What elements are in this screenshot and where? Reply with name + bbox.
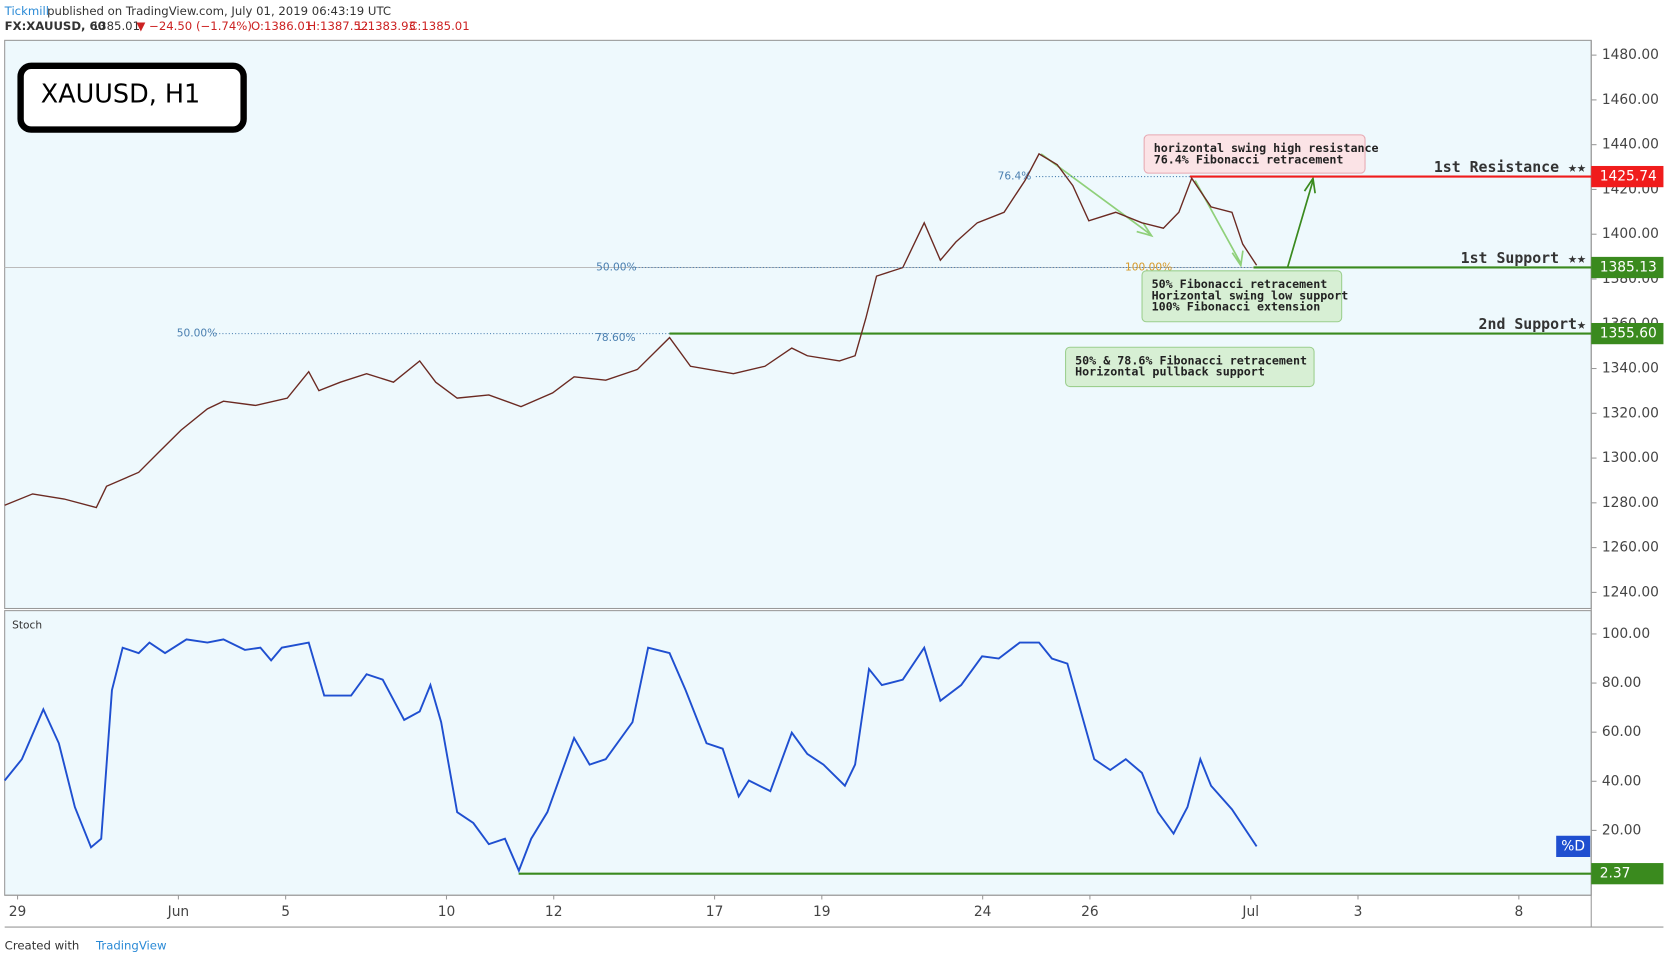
y-tick-label: 40.00	[1602, 773, 1641, 789]
level-tag	[1591, 322, 1664, 345]
y-tick-label: 1480.00	[1602, 47, 1659, 63]
x-tick-label: 19	[813, 904, 831, 920]
y-tick-label: 1460.00	[1602, 92, 1659, 108]
last: 1385.01	[92, 19, 140, 33]
fib-label: 78.60%	[595, 331, 635, 344]
y-tick-label: 1320.00	[1602, 405, 1659, 421]
close: C:1385.01	[409, 19, 469, 33]
annotation-text: Horizontal pullback support	[1075, 365, 1265, 379]
footer-created: Created with	[5, 939, 80, 953]
annotation-text: Horizontal swing low support	[1152, 288, 1349, 302]
x-tick-label: 12	[545, 904, 563, 920]
x-tick-label: Jun	[167, 904, 190, 920]
x-tick-label: 5	[281, 904, 290, 920]
series-tag-label: %D	[1561, 838, 1585, 854]
x-tick-label: 26	[1081, 904, 1099, 920]
x-tick-label: 8	[1514, 904, 1523, 920]
high: H:1387.52	[307, 19, 368, 33]
annotation-text: 76.4% Fibonacci retracement	[1154, 152, 1344, 166]
x-tick-label: 29	[9, 904, 27, 920]
fib-label: 76.4%	[998, 170, 1032, 183]
annotation-box	[1143, 134, 1366, 174]
level-tag-label: 2.37	[1600, 866, 1631, 882]
y-tick-label: 1400.00	[1602, 226, 1659, 242]
fib-label: 50.00%	[177, 327, 217, 340]
y-tick-label: 1300.00	[1602, 450, 1659, 466]
annotation-text: 50% Fibonacci retracement	[1152, 277, 1328, 291]
y-tick-label: 60.00	[1602, 724, 1641, 740]
low: L:1383.93	[357, 19, 416, 33]
y-tick-label: 100.00	[1602, 626, 1650, 642]
annotation-text: 50% & 78.6% Fibonacci retracement	[1075, 354, 1307, 368]
x-tick-label: 17	[706, 904, 724, 920]
y-tick-label: 1260.00	[1602, 540, 1659, 556]
y-tick-label: 1340.00	[1602, 361, 1659, 377]
x-tick-label: 3	[1354, 904, 1363, 920]
badge-box	[17, 62, 247, 133]
level-tag-label: 1385.13	[1600, 259, 1657, 275]
annotation-box	[1141, 270, 1343, 323]
stoch-title: Stoch	[12, 618, 42, 631]
x-tick-label: 10	[438, 904, 456, 920]
x-tick-label: 24	[974, 904, 992, 920]
series-line	[3, 638, 1258, 874]
arrows	[1040, 153, 1316, 268]
series-tag	[1556, 835, 1591, 857]
level-name: 1st Resistance ★★	[1434, 158, 1586, 176]
level-tag-label: 1425.74	[1600, 169, 1657, 185]
y-tick-label: 80.00	[1602, 675, 1641, 691]
open: O:1386.01	[251, 19, 312, 33]
level-tag	[1591, 165, 1664, 188]
annotation-text: horizontal swing high resistance	[1154, 141, 1379, 155]
y-tick-label: 20.00	[1602, 822, 1641, 838]
footer-brand[interactable]: TradingView	[95, 939, 167, 953]
x-tick-label: Jul	[1241, 904, 1259, 920]
level-name: 1st Support ★★	[1461, 249, 1586, 267]
annotation-text: 100% Fibonacci extension	[1152, 299, 1321, 313]
y-tick-label: 1280.00	[1602, 495, 1659, 511]
fib-label: 50.00%	[596, 260, 636, 273]
published: published on TradingView.com, July 01, 2…	[47, 4, 391, 18]
stoch-panel	[4, 610, 1592, 896]
level-tag-label: 1355.60	[1600, 326, 1657, 342]
change: ▼ −24.50 (−1.74%)	[136, 19, 252, 33]
y-tick-label: 1440.00	[1602, 137, 1659, 153]
brand[interactable]: Tickmill	[4, 4, 49, 18]
level-tag	[1591, 256, 1664, 279]
series-line	[4, 152, 1258, 509]
annotation-box	[1065, 346, 1315, 388]
fib-label: 100.00%	[1125, 260, 1172, 273]
level-tag	[1591, 863, 1664, 885]
level-name: 2nd Support★	[1479, 315, 1586, 333]
y-tick-label: 1240.00	[1602, 584, 1659, 600]
badge: XAUUSD, H1	[41, 80, 200, 110]
symbol: FX:XAUUSD, 60	[5, 19, 106, 33]
